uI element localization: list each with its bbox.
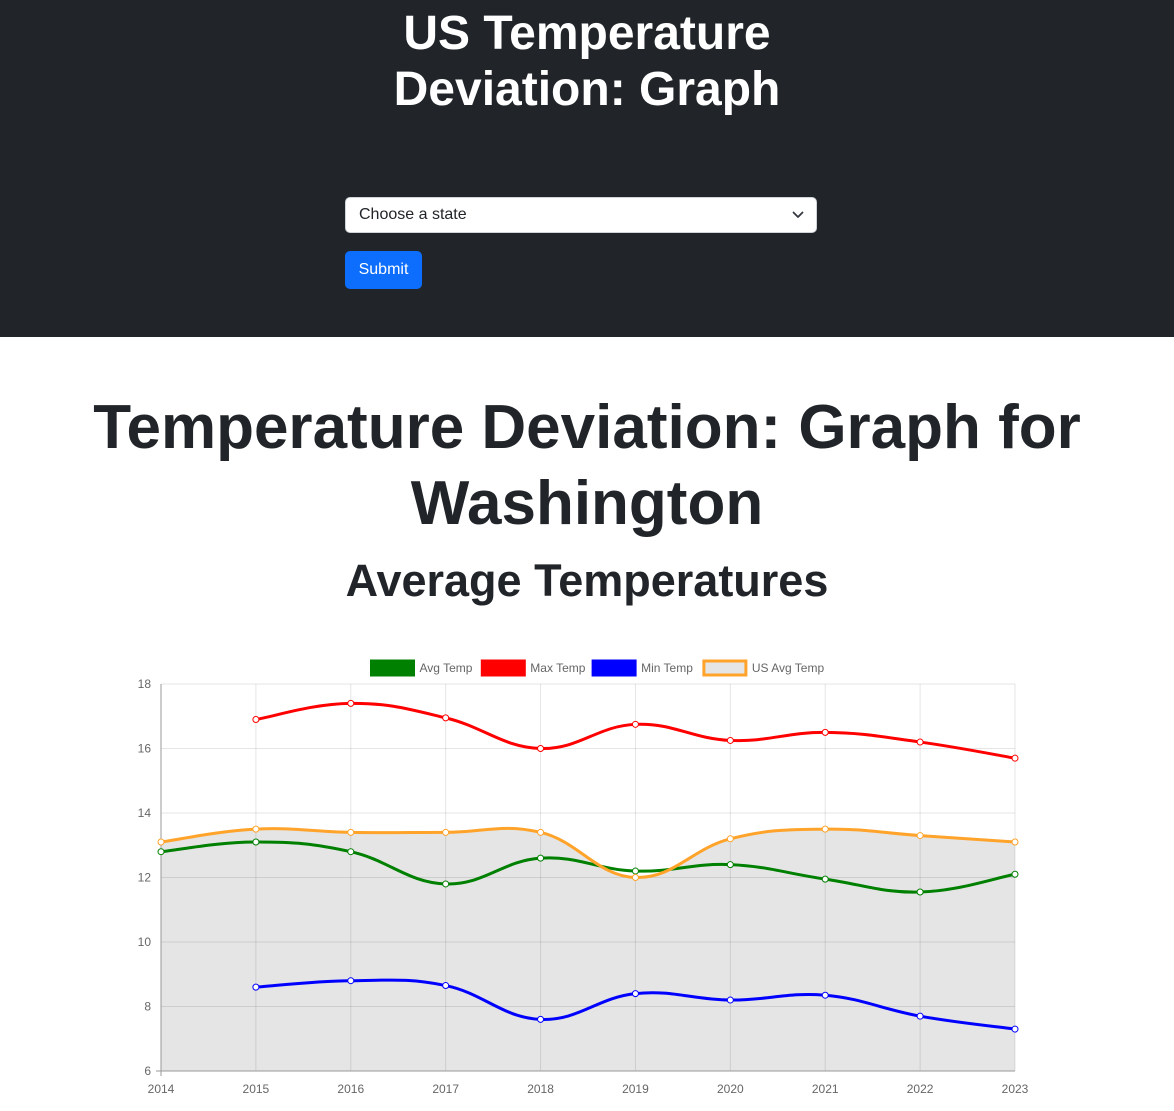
chevron-down-icon <box>792 211 804 218</box>
y-tick-label: 8 <box>144 1000 151 1014</box>
main-titles: Temperature Deviation: Graph for Washing… <box>0 390 1174 608</box>
y-tick-label: 18 <box>138 677 152 691</box>
data-point <box>631 990 639 998</box>
data-point <box>1011 870 1019 878</box>
y-tick-label: 14 <box>138 806 152 820</box>
data-point <box>916 738 924 746</box>
page-header-title: US Temperature Deviation: Graph <box>0 6 1174 118</box>
data-point <box>821 728 829 736</box>
state-select-value: Choose a state <box>359 206 467 223</box>
data-point <box>252 838 260 846</box>
x-tick-label: 2015 <box>243 1082 270 1096</box>
data-point <box>726 861 734 869</box>
series-line-0 <box>160 840 1016 894</box>
data-point <box>726 996 734 1004</box>
page-title-line-1: Temperature Deviation: Graph for <box>93 393 1081 462</box>
legend-label: Avg Temp <box>420 661 473 675</box>
data-point <box>726 835 734 843</box>
chart-legend: Avg Temp Max Temp Min Temp US Avg Temp <box>370 659 825 677</box>
series-fill-3 <box>161 828 1015 1071</box>
x-tick-label: 2017 <box>432 1082 459 1096</box>
data-point <box>916 1012 924 1020</box>
data-point <box>537 1015 545 1023</box>
data-point <box>726 736 734 744</box>
data-point <box>442 714 450 722</box>
data-point <box>537 854 545 862</box>
x-tick-label: 2016 <box>337 1082 364 1096</box>
data-point <box>821 825 829 833</box>
page-title: Temperature Deviation: Graph for Washing… <box>0 390 1174 542</box>
legend-label: Min Temp <box>641 661 693 675</box>
data-point <box>916 888 924 896</box>
y-tick-label: 16 <box>138 742 152 756</box>
legend-swatch <box>591 659 637 677</box>
data-point <box>252 825 260 833</box>
data-point <box>442 880 450 888</box>
data-point <box>916 832 924 840</box>
data-point <box>347 848 355 856</box>
data-point <box>157 838 165 846</box>
temperature-chart: 6 8 10 12 14 16 18 2014 2015 2016 2017 2018 2019 2020… <box>138 659 1029 1096</box>
x-tick-label: 2019 <box>622 1082 649 1096</box>
data-point <box>1011 1025 1019 1033</box>
y-tick-label: 12 <box>138 871 152 885</box>
data-point <box>821 875 829 883</box>
header-title-line-2: Deviation: Graph <box>393 63 781 116</box>
chart-subtitle: Average Temperatures <box>345 555 829 606</box>
page-title-line-2: Washington <box>410 469 764 538</box>
x-tick-label: 2022 <box>907 1082 934 1096</box>
data-point <box>252 983 260 991</box>
data-point <box>347 699 355 707</box>
y-tick-label: 10 <box>138 935 152 949</box>
x-tick-label: 2020 <box>717 1082 744 1096</box>
data-point <box>537 828 545 836</box>
data-point <box>1011 838 1019 846</box>
x-tick-label: 2014 <box>148 1082 175 1096</box>
legend-label: Max Temp <box>530 661 585 675</box>
y-tick-label: 6 <box>144 1064 151 1078</box>
data-point <box>347 977 355 985</box>
data-point <box>1011 754 1019 762</box>
state-select[interactable]: Choose a state <box>345 197 817 233</box>
data-point <box>821 991 829 999</box>
data-point <box>157 848 165 856</box>
submit-button[interactable]: Submit <box>345 251 422 289</box>
header-title-line-1: US Temperature <box>403 7 771 60</box>
data-point <box>631 874 639 881</box>
legend-swatch <box>480 659 526 677</box>
x-tick-label: 2023 <box>1002 1082 1029 1096</box>
data-point <box>631 720 639 728</box>
x-tick-label: 2021 <box>812 1082 839 1096</box>
data-point <box>442 982 450 990</box>
data-point <box>631 867 639 875</box>
data-point <box>537 745 545 752</box>
legend-label: US Avg Temp <box>752 661 825 675</box>
x-tick-label: 2018 <box>527 1082 554 1096</box>
legend-swatch <box>370 659 415 677</box>
data-point <box>252 715 260 723</box>
header-section: US Temperature Deviation: Graph Choose a… <box>0 0 1174 337</box>
data-point <box>442 828 450 836</box>
data-point <box>347 828 355 836</box>
series-line-3 <box>160 826 1016 880</box>
legend-swatch <box>702 659 748 677</box>
